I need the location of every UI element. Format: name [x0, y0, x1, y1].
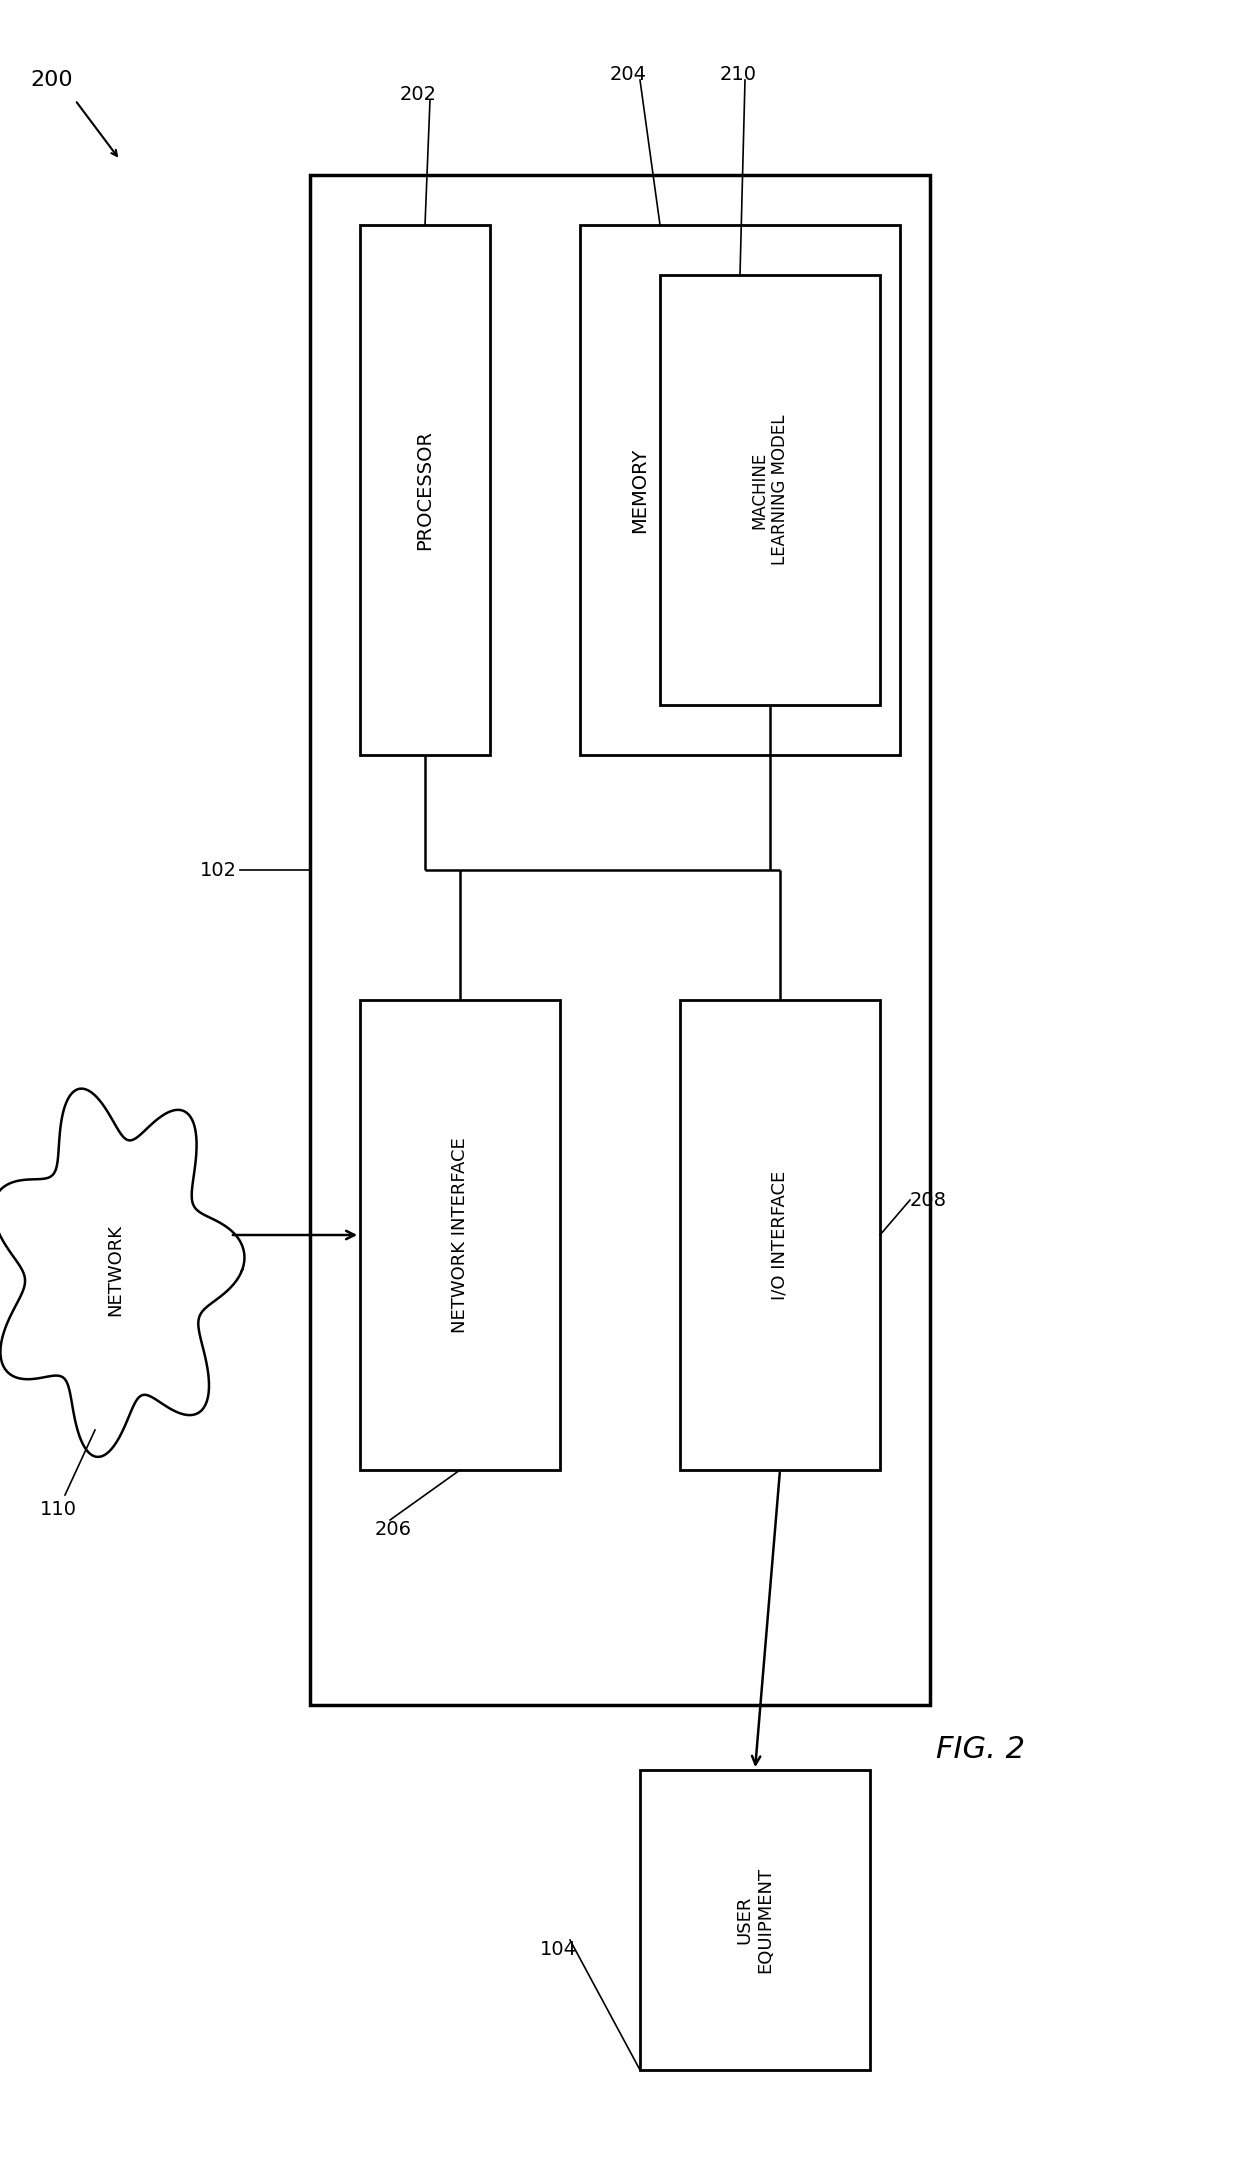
- Text: 110: 110: [40, 1499, 77, 1519]
- Bar: [660, 275, 880, 706]
- Text: 102: 102: [200, 861, 237, 880]
- Text: PROCESSOR: PROCESSOR: [415, 429, 434, 549]
- Text: 206: 206: [374, 1521, 412, 1538]
- Bar: [360, 1000, 560, 1471]
- Bar: [640, 1769, 870, 2070]
- Bar: [360, 224, 490, 754]
- Text: MACHINE
LEARNING MODEL: MACHINE LEARNING MODEL: [750, 414, 790, 564]
- Text: NETWORK INTERFACE: NETWORK INTERFACE: [451, 1137, 469, 1334]
- Bar: [680, 1000, 880, 1471]
- Bar: [310, 174, 930, 1704]
- Bar: [580, 224, 900, 754]
- Text: I/O INTERFACE: I/O INTERFACE: [771, 1170, 789, 1299]
- Text: 210: 210: [720, 65, 756, 85]
- Text: FIG. 2: FIG. 2: [935, 1734, 1024, 1765]
- Text: NETWORK: NETWORK: [105, 1225, 124, 1316]
- Text: MEMORY: MEMORY: [630, 447, 650, 532]
- Text: 202: 202: [401, 85, 436, 105]
- Text: 208: 208: [910, 1190, 947, 1209]
- Text: 204: 204: [610, 65, 647, 85]
- Polygon shape: [0, 1090, 244, 1458]
- Text: 200: 200: [30, 70, 73, 89]
- Text: 104: 104: [539, 1939, 577, 1959]
- Text: USER
EQUIPMENT: USER EQUIPMENT: [735, 1867, 775, 1972]
